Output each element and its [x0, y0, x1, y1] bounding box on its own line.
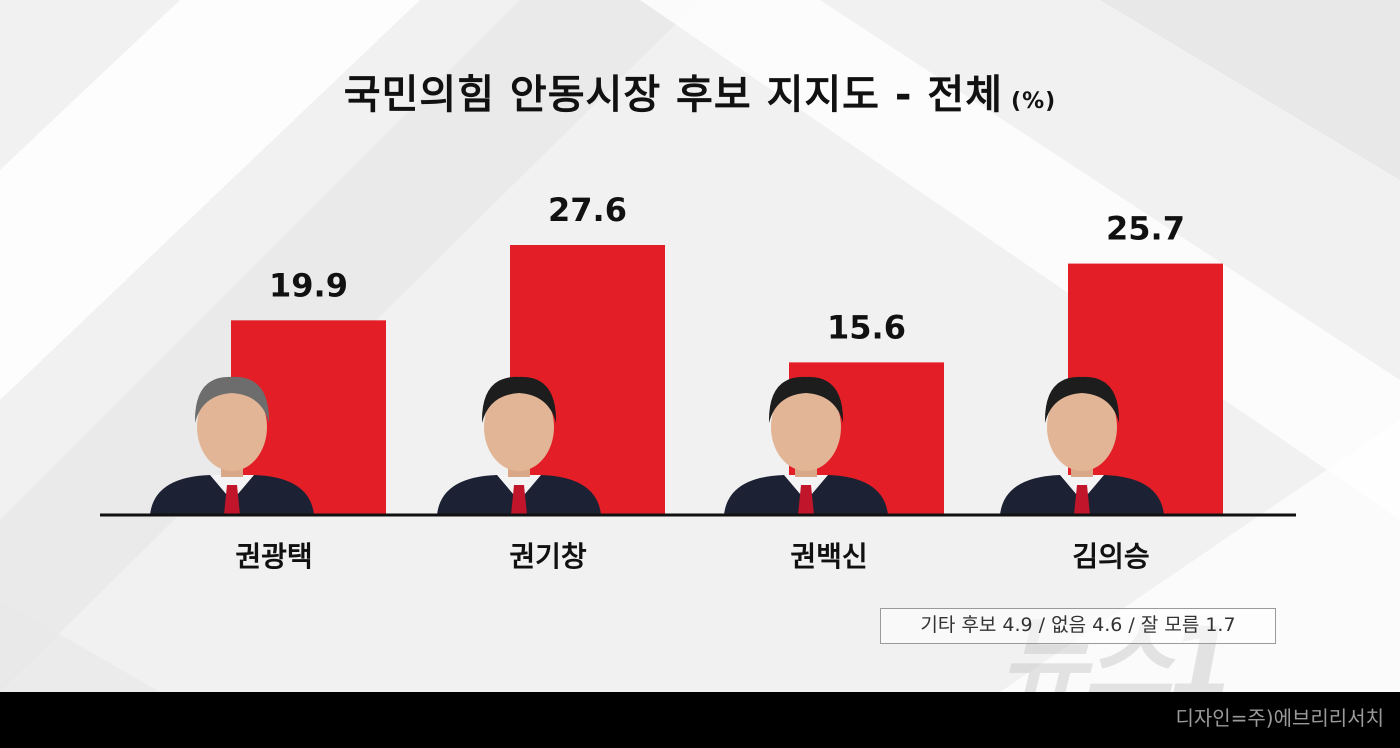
footer-bar [0, 692, 1400, 748]
category-label: 권기창 [509, 540, 587, 573]
design-credit: 디자인=주)에브리리서치 [1175, 706, 1384, 730]
other-responses-note: 기타 후보 4.9 / 없음 4.6 / 잘 모름 1.7 [880, 608, 1276, 644]
candidate-photo [724, 376, 888, 515]
bar-value-label: 27.6 [548, 191, 627, 229]
bar-value-label: 25.7 [1106, 210, 1185, 248]
category-label: 권광택 [235, 540, 312, 573]
chart-title: 국민의힘 안동시장 후보 지지도 - 전체 (%) [0, 62, 1400, 120]
candidate-photo [437, 376, 601, 515]
candidate-photo [1000, 376, 1164, 515]
category-label: 권백신 [790, 540, 867, 573]
bar-value-label: 19.9 [269, 266, 348, 304]
bar-value-label: 15.6 [827, 308, 906, 346]
candidate-photo [150, 376, 314, 515]
chart-unit: (%) [1011, 89, 1057, 114]
bar-chart: 19.9 권광택 27.6 권기창 15.6 권백신 25.7 김의승 [100, 191, 1296, 573]
chart-title-text: 국민의힘 안동시장 후보 지지도 - 전체 [343, 72, 1004, 118]
category-label: 김의승 [1072, 540, 1149, 573]
